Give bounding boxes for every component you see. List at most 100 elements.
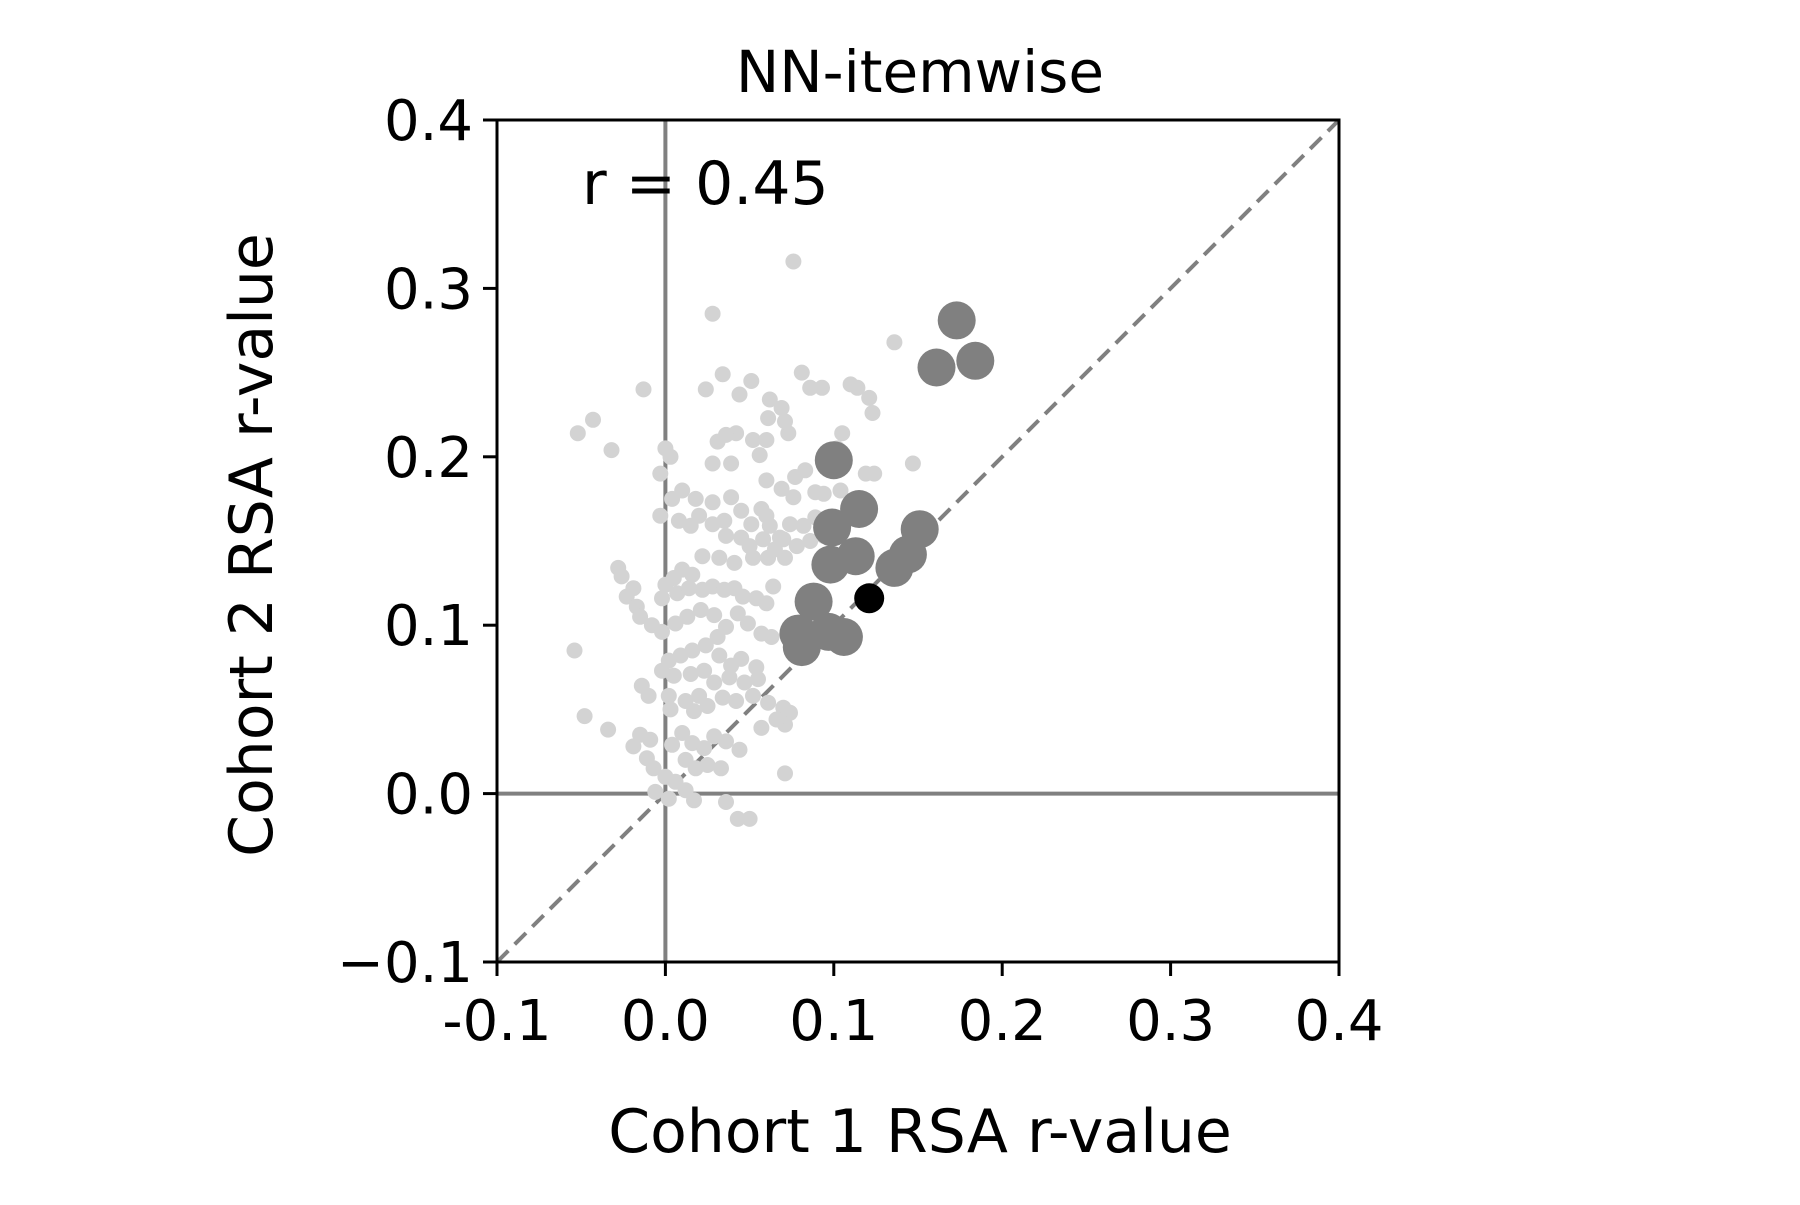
data-point [775, 531, 792, 548]
data-point [662, 448, 679, 465]
data-point [743, 373, 760, 389]
data-point [664, 490, 681, 507]
data-point [679, 608, 696, 625]
data-point [642, 731, 659, 748]
data-point [704, 494, 721, 511]
data-point [750, 671, 766, 688]
data-point [714, 366, 731, 383]
data-point [745, 687, 761, 704]
data-point [667, 615, 684, 632]
data-point [713, 760, 729, 777]
data-point [665, 667, 682, 684]
data-point [811, 545, 850, 584]
data-point [736, 674, 753, 691]
data-point [686, 703, 702, 720]
data-point [654, 590, 670, 607]
data-point [758, 432, 775, 448]
data-point [787, 469, 804, 485]
data-point [635, 381, 652, 398]
data-point [699, 757, 716, 773]
data-point [773, 400, 790, 416]
data-point [660, 790, 677, 807]
data-point [632, 608, 649, 625]
data-point [758, 595, 775, 612]
data-point [731, 741, 748, 758]
data-point [904, 455, 921, 472]
data-point [729, 605, 746, 622]
data-point [765, 578, 782, 595]
data-point [760, 410, 777, 427]
data-point [886, 334, 903, 351]
x-tick-label: 0.2 [958, 989, 1047, 1054]
y-axis-label: Cohort 2 RSA r-value [217, 233, 287, 857]
data-point [640, 687, 657, 704]
data-point [840, 490, 879, 528]
data-point [794, 582, 833, 621]
data-point [652, 465, 669, 482]
data-point [660, 687, 677, 704]
data-point [691, 507, 708, 524]
data-point [768, 711, 785, 728]
data-point [696, 662, 713, 679]
data-point [795, 517, 812, 534]
data-point [600, 721, 617, 738]
data-point [723, 455, 740, 472]
data-point [777, 413, 793, 430]
data-point [706, 674, 723, 691]
data-point [718, 733, 734, 750]
data-point [645, 760, 662, 777]
y-tick-label: −0.1 [337, 931, 473, 996]
data-point [956, 341, 995, 380]
data-point [861, 389, 878, 406]
data-point [733, 650, 750, 667]
plot-frame [495, 118, 1341, 964]
data-point [682, 666, 699, 682]
data-point [729, 810, 746, 827]
data-point [773, 480, 790, 497]
chart-title: NN-itemwise [736, 38, 1104, 106]
data-point [709, 629, 726, 645]
data-point [854, 583, 885, 614]
data-point [610, 559, 627, 576]
x-tick-label: -0.1 [442, 989, 551, 1054]
data-point [696, 740, 713, 757]
data-point [576, 708, 593, 725]
data-point [761, 391, 778, 408]
data-point [723, 489, 740, 506]
data-point [728, 693, 745, 709]
data-point [734, 588, 751, 605]
x-axis-label: Cohort 1 RSA r-value [608, 1097, 1232, 1167]
data-point [618, 588, 635, 605]
data-point [745, 549, 761, 566]
y-tick-label: 0.3 [384, 257, 473, 322]
data-point [875, 548, 914, 587]
x-tick-label: 0.1 [789, 989, 878, 1054]
data-point [813, 508, 852, 547]
data-point [664, 736, 681, 753]
data-point [654, 623, 670, 640]
data-point [694, 548, 711, 565]
data-point [785, 253, 802, 270]
data-point [834, 425, 851, 442]
data-point [739, 615, 756, 632]
data-point [777, 765, 793, 782]
data-point [785, 489, 802, 506]
data-point [681, 580, 697, 597]
x-tick-label: 0.0 [621, 989, 710, 1054]
data-point [755, 531, 772, 548]
data-point [849, 379, 866, 396]
y-tick-label: 0.4 [384, 89, 473, 154]
y-tick-label: 0.1 [384, 594, 473, 659]
x-tick-label: 0.3 [1126, 989, 1215, 1054]
data-point [731, 386, 748, 403]
data-point [758, 507, 775, 524]
data-point [603, 442, 620, 459]
data-point [743, 516, 760, 533]
data-point [814, 379, 830, 396]
data-point [686, 792, 702, 809]
data-point [652, 507, 669, 524]
y-tick-label: 0.2 [384, 426, 473, 491]
data-point [697, 637, 714, 654]
